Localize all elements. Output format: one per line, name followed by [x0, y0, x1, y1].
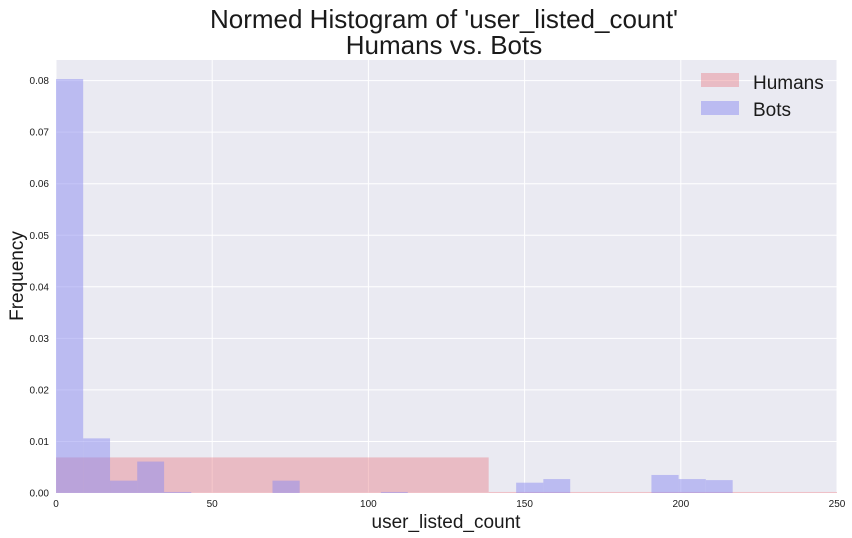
x-tick-label: 150	[516, 499, 533, 510]
y-tick-label: 0.01	[30, 437, 50, 448]
chart-title-line1: Normed Histogram of 'user_listed_count'	[210, 4, 678, 34]
chart-title-line2: Humans vs. Bots	[346, 30, 543, 60]
y-tick-label: 0.02	[30, 385, 50, 396]
y-tick-label: 0.04	[30, 282, 50, 293]
histogram-bar-bots	[516, 482, 544, 493]
histogram-bar-bots	[137, 461, 165, 493]
legend-label-bots: Bots	[753, 100, 791, 121]
histogram-bar-bots	[380, 491, 408, 493]
histogram-bar-bots	[164, 491, 192, 493]
bars	[56, 79, 837, 493]
histogram-bar-bots	[543, 479, 571, 493]
histogram-bar-bots	[678, 479, 706, 493]
legend-swatch-bots	[701, 101, 739, 115]
y-tick-label: 0.06	[30, 179, 50, 190]
tick-labels: 0.00 0.01 0.02 0.03 0.04 0.05 0.06 0.07 0.08 0 50 1…	[30, 76, 846, 510]
y-tick-label: 0.08	[30, 76, 50, 87]
histogram-bar-bots	[56, 79, 84, 493]
histogram-bar-bots	[83, 438, 111, 493]
histogram-bar-bots	[705, 480, 733, 493]
histogram-bar-bots	[651, 474, 679, 493]
y-tick-label: 0.07	[30, 128, 50, 139]
legend-swatch-humans	[701, 73, 739, 87]
x-tick-label: 50	[207, 499, 219, 510]
y-axis-label: Frequency	[7, 231, 28, 321]
y-tick-label: 0.00	[30, 489, 50, 500]
histogram-bar-bots	[272, 480, 300, 493]
legend: Humans Bots	[701, 73, 824, 121]
x-tick-label: 0	[53, 499, 59, 510]
y-tick-label: 0.05	[30, 231, 50, 242]
histogram-bar-bots	[110, 480, 138, 493]
y-tick-label: 0.03	[30, 334, 50, 345]
legend-label-humans: Humans	[753, 73, 824, 94]
x-tick-label: 200	[672, 499, 689, 510]
x-axis-label: user_listed_count	[372, 512, 522, 533]
x-tick-label: 250	[829, 499, 846, 510]
plot-area	[56, 60, 837, 493]
x-tick-label: 100	[360, 499, 377, 510]
